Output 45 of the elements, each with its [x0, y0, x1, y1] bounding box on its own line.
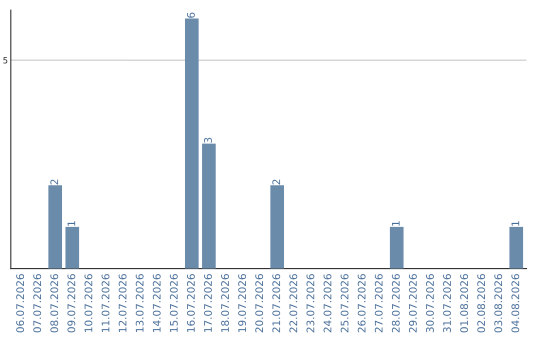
y-tick-label: 5 [3, 57, 8, 64]
x-tick-label: 08.07.2026 [50, 274, 58, 332]
x-tick-label: 28.07.2026 [392, 274, 400, 332]
data-label: 6 [186, 12, 195, 18]
x-tick-label: 09.07.2026 [67, 274, 76, 332]
data-label: 3 [204, 138, 212, 143]
bar [509, 226, 524, 269]
data-label: 2 [272, 180, 280, 184]
data-label: 2 [50, 180, 58, 184]
x-tick-label: 31.07.2026 [443, 274, 451, 332]
x-tick-label: 07.07.2026 [33, 274, 42, 332]
x-tick-label: 13.07.2026 [136, 274, 144, 332]
bar [65, 226, 80, 269]
data-label: 1 [68, 221, 76, 226]
bar [390, 226, 404, 269]
bar [184, 18, 199, 269]
data-label: 1 [392, 221, 400, 226]
x-tick-label: 04.08.2026 [511, 274, 520, 332]
x-tick-label: 19.07.2026 [238, 274, 246, 332]
bar [270, 185, 284, 269]
x-tick-label: 12.07.2026 [118, 274, 127, 332]
bar [48, 185, 62, 269]
x-tick-label: 20.07.2026 [255, 274, 264, 332]
x-tick-label: 24.07.2026 [324, 274, 332, 332]
x-tick-label: 30.07.2026 [426, 274, 434, 332]
x-tick-label: 26.07.2026 [358, 274, 366, 332]
x-tick-label: 17.07.2026 [204, 274, 212, 332]
x-tick-label: 15.07.2026 [170, 274, 178, 332]
x-tick-label: 10.07.2026 [84, 274, 92, 332]
x-tick-label: 18.07.2026 [221, 274, 229, 332]
x-tick-label: 03.08.2026 [494, 274, 502, 332]
x-tick-label: 11.07.2026 [102, 274, 110, 332]
bar [202, 144, 216, 269]
x-tick-label: 16.07.2026 [186, 274, 195, 332]
x-tick-label: 27.07.2026 [374, 274, 383, 332]
x-tick-label: 22.07.2026 [289, 274, 298, 332]
x-tick-label: 21.07.2026 [272, 274, 280, 332]
x-tick-label: 06.07.2026 [16, 274, 24, 332]
x-tick-label: 14.07.2026 [152, 274, 161, 332]
data-label: 1 [512, 221, 520, 226]
x-tick-label: 29.07.2026 [408, 274, 417, 332]
x-tick-label: 25.07.2026 [340, 274, 349, 332]
x-tick-label: 01.08.2026 [460, 274, 468, 332]
x-tick-label: 23.07.2026 [306, 274, 314, 332]
x-tick-label: 02.08.2026 [477, 274, 486, 332]
